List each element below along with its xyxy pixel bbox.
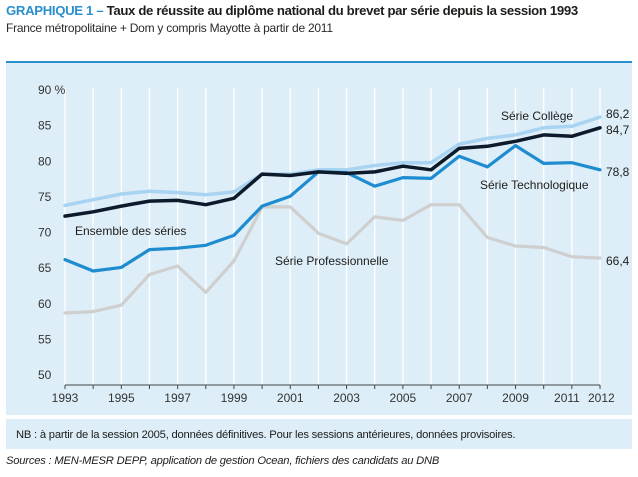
- y-tick-label: 70: [38, 226, 52, 240]
- y-tick-label: 50: [38, 368, 52, 382]
- x-tick-label: 1995: [108, 391, 135, 405]
- series-line-technologique: [63, 143, 602, 273]
- x-tick-label: 1993: [52, 391, 79, 405]
- y-tick-label: 90 %: [38, 83, 66, 97]
- series-line-professionnelle: [63, 203, 602, 315]
- series-line-college: [63, 115, 602, 208]
- sources-text: Sources : MEN-MESR DEPP, application de …: [6, 455, 440, 467]
- x-tick-label: 2011: [554, 391, 580, 405]
- x-tick-label: 2003: [333, 391, 360, 405]
- x-tick-label: 2012: [588, 391, 615, 405]
- series-label-ensemble: Ensemble des séries: [75, 224, 186, 238]
- title-divider: [6, 61, 632, 63]
- end-value-label-college: 86,2: [606, 107, 630, 121]
- chart-plot-area: 90 % 85 80 75 70 65 60 55 50 1993 1995 1997 1999 2001…: [6, 63, 632, 415]
- chart-title: GRAPHIQUE 1 – Taux de réussite au diplôm…: [6, 3, 578, 18]
- chart-title-text: Taux de réussite au diplôme national du …: [106, 3, 579, 18]
- end-value-label-technologique: 78,8: [606, 165, 630, 179]
- series-label-technologique: Série Technologique: [480, 178, 589, 192]
- end-value-label-ensemble: 84,7: [606, 123, 630, 137]
- series-label-college: Série Collège: [501, 109, 573, 123]
- note-box: NB : à partir de la session 2005, donnée…: [6, 419, 632, 449]
- x-tick-label: 1999: [221, 391, 248, 405]
- y-tick-label: 80: [38, 154, 52, 168]
- series-line-ensemble: [63, 126, 602, 218]
- y-tick-label: 85: [38, 119, 52, 133]
- x-tick-label: 2005: [390, 391, 417, 405]
- y-tick-label: 65: [38, 261, 52, 275]
- y-tick-label: 55: [38, 332, 52, 346]
- series-label-professionnelle: Série Professionnelle: [275, 254, 389, 268]
- chart-subtitle: France métropolitaine + Dom y compris Ma…: [6, 21, 333, 35]
- x-tick-label: 1997: [164, 391, 191, 405]
- x-tick-label: 2007: [446, 391, 473, 405]
- y-tick-label: 60: [38, 297, 52, 311]
- grid-lines: [64, 88, 601, 385]
- x-tick-label: 2009: [502, 391, 529, 405]
- note-text: NB : à partir de la session 2005, donnée…: [16, 429, 516, 441]
- chart-title-prefix: GRAPHIQUE 1 –: [6, 3, 104, 18]
- y-tick-label: 75: [38, 190, 52, 204]
- x-tick-label: 2001: [277, 391, 304, 405]
- end-value-label-professionnelle: 66,4: [606, 254, 630, 268]
